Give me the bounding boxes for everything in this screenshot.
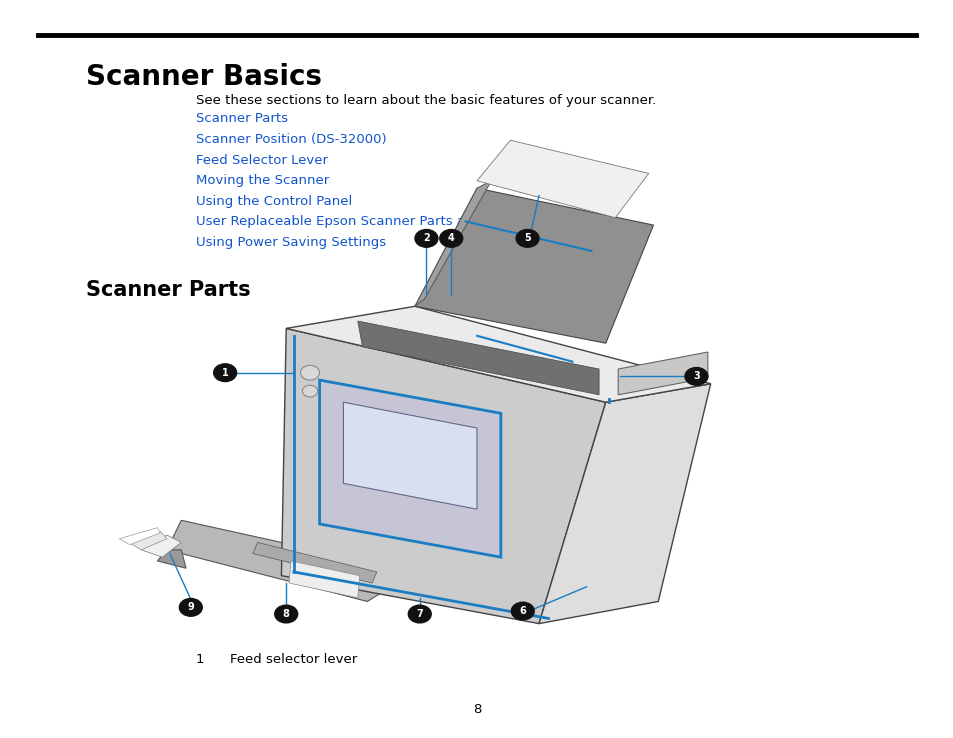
Polygon shape [253, 542, 376, 583]
Circle shape [415, 230, 437, 247]
Polygon shape [281, 328, 605, 624]
Polygon shape [129, 531, 167, 550]
Circle shape [274, 605, 297, 623]
Text: 6: 6 [518, 606, 526, 616]
Text: Using Power Saving Settings: Using Power Saving Settings [195, 236, 385, 249]
Text: Moving the Scanner: Moving the Scanner [195, 174, 329, 187]
Polygon shape [286, 306, 710, 402]
Text: 1      Feed selector lever: 1 Feed selector lever [195, 653, 356, 666]
Circle shape [439, 230, 462, 247]
Polygon shape [618, 352, 707, 395]
Circle shape [179, 599, 202, 616]
Polygon shape [357, 321, 598, 395]
Text: 9: 9 [187, 602, 194, 613]
Polygon shape [167, 520, 415, 601]
Polygon shape [141, 535, 181, 557]
Circle shape [408, 605, 431, 623]
Text: Scanner Parts: Scanner Parts [195, 112, 287, 125]
Polygon shape [319, 380, 500, 557]
Polygon shape [415, 188, 653, 343]
Polygon shape [157, 550, 186, 568]
Text: User Replaceable Epson Scanner Parts and Accessories: User Replaceable Epson Scanner Parts and… [195, 215, 563, 229]
Circle shape [300, 365, 319, 380]
Text: Scanner Parts: Scanner Parts [86, 280, 251, 300]
Polygon shape [343, 402, 476, 509]
Text: Feed Selector Lever: Feed Selector Lever [195, 154, 327, 167]
Polygon shape [415, 181, 491, 306]
Polygon shape [476, 140, 648, 218]
Polygon shape [538, 384, 710, 624]
Text: 5: 5 [523, 233, 531, 244]
Text: See these sections to learn about the basic features of your scanner.: See these sections to learn about the ba… [195, 94, 655, 108]
Text: Scanner Position (DS-32000): Scanner Position (DS-32000) [195, 133, 386, 146]
Text: 7: 7 [416, 609, 423, 619]
Text: 1: 1 [221, 368, 229, 378]
Text: 8: 8 [473, 703, 480, 716]
Polygon shape [119, 528, 160, 545]
Polygon shape [289, 561, 359, 598]
Text: 4: 4 [447, 233, 455, 244]
Circle shape [302, 385, 317, 397]
Text: 2: 2 [422, 233, 430, 244]
Text: Using the Control Panel: Using the Control Panel [195, 195, 352, 208]
Text: 3: 3 [692, 371, 700, 382]
Circle shape [213, 364, 236, 382]
Text: 8: 8 [282, 609, 290, 619]
Circle shape [511, 602, 534, 620]
Circle shape [684, 368, 707, 385]
Circle shape [516, 230, 538, 247]
Text: Scanner Basics: Scanner Basics [86, 63, 321, 91]
